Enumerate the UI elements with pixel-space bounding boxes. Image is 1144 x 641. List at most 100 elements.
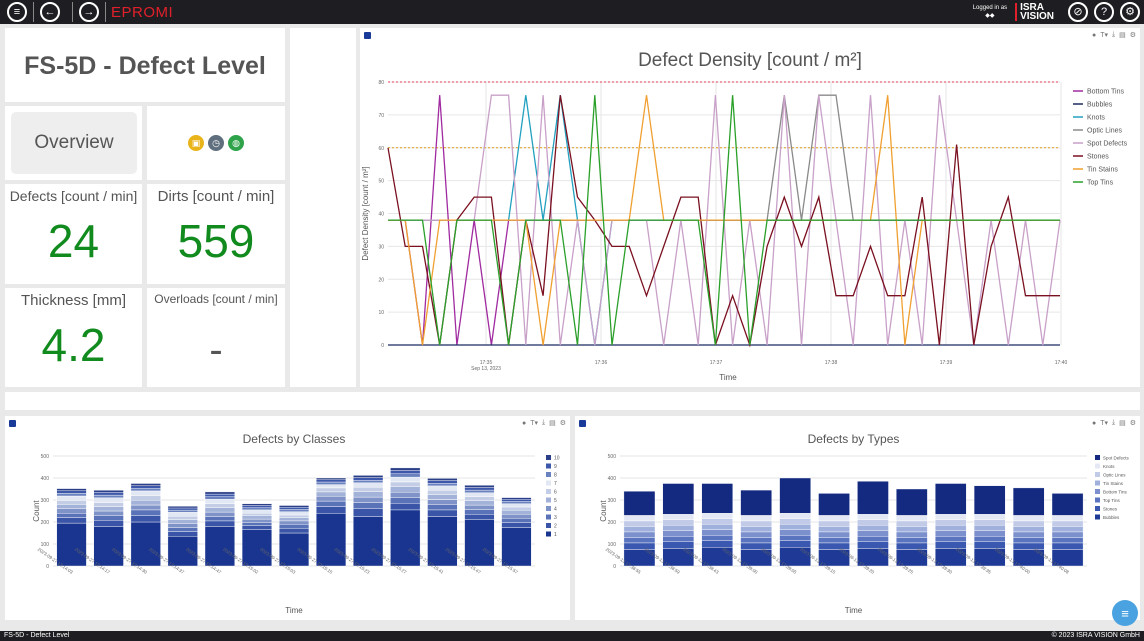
bar-segment: [779, 512, 811, 519]
floating-menu-button[interactable]: ≡: [1112, 600, 1138, 626]
bar-segment: [1051, 515, 1084, 522]
bar-segment: [353, 479, 384, 483]
bar-segment: [973, 514, 1006, 521]
bar-segment: [390, 476, 421, 483]
legend-label: Optic Lines: [1103, 473, 1126, 478]
forward-arrow-icon[interactable]: →: [79, 2, 99, 22]
bar-segment: [390, 470, 421, 474]
bar-segment: [896, 515, 928, 522]
legend-swatch: [1095, 472, 1100, 477]
bar-segment: [935, 536, 967, 543]
bar-segment: [167, 523, 198, 528]
legend-label: Spot Defects: [1087, 141, 1128, 148]
bar-segment: [167, 527, 198, 532]
y-tick-label: 300: [41, 498, 50, 504]
bar-segment: [896, 526, 928, 533]
bar-segment: [56, 508, 87, 514]
bar-segment: [390, 509, 421, 567]
y-tick-label: 40: [378, 212, 384, 218]
settings-icon[interactable]: ⚙: [1120, 2, 1140, 22]
x-tick-label: 17:36: [595, 360, 608, 366]
settings-icon[interactable]: ⚙: [1129, 420, 1136, 427]
legend-label: 5: [554, 498, 557, 504]
filter-icon[interactable]: T▾: [530, 420, 538, 427]
bar-segment: [427, 490, 458, 495]
x-tick-label: 17:38: [825, 360, 838, 366]
bar-segment: [427, 483, 458, 487]
table-icon[interactable]: ▤: [549, 420, 556, 427]
dot-icon[interactable]: ●: [1091, 419, 1097, 427]
bar-segment: [623, 515, 656, 522]
settings-icon[interactable]: ⚙: [1129, 32, 1136, 39]
globe-icon[interactable]: ◍: [228, 135, 244, 151]
bar-segment: [1051, 493, 1084, 516]
chart-toolbar: ● T▾ ⤓ ▤ ⚙: [1092, 31, 1136, 39]
status-icons-panel: ▣ ◷ ◍: [147, 106, 285, 180]
bar-segment: [390, 492, 421, 499]
settings-icon[interactable]: ⚙: [559, 420, 566, 427]
bar-segment: [241, 507, 273, 511]
table-icon[interactable]: ▤: [1119, 32, 1126, 39]
bar-segment: [56, 490, 87, 494]
y-tick-label: 30: [378, 244, 384, 250]
bar-segment: [130, 488, 161, 492]
divider: [33, 2, 34, 22]
clock-icon[interactable]: ◷: [208, 135, 224, 151]
x-tick-sublabel: Sep 13, 2023: [471, 366, 501, 372]
bar-segment: [241, 525, 273, 530]
filter-icon[interactable]: T▾: [1100, 420, 1108, 427]
bar-segment: [818, 531, 850, 538]
bar-segment: [167, 519, 198, 524]
bar-segment: [740, 515, 772, 522]
bar-segment: [818, 515, 850, 522]
bar-segment: [204, 520, 235, 527]
bar-segment: [501, 506, 532, 511]
back-arrow-icon[interactable]: ←: [40, 2, 60, 22]
y-tick-label: 0: [46, 564, 49, 570]
bar-segment: [1051, 531, 1084, 538]
filter-icon[interactable]: T▾: [1100, 32, 1108, 39]
menu-icon[interactable]: ≡: [7, 2, 27, 22]
bar-segment: [427, 478, 458, 481]
legend-swatch: [1095, 455, 1100, 460]
bar-segment: [93, 506, 124, 512]
bar-segment: [701, 534, 733, 541]
calendar-icon[interactable]: ▣: [188, 135, 204, 151]
legend-swatch: [546, 531, 551, 537]
bar-segment: [701, 512, 733, 519]
y-tick-label: 0: [381, 343, 384, 349]
login-info: Logged in as ◆◆: [973, 4, 1007, 20]
dot-icon[interactable]: ●: [521, 419, 527, 427]
legend-label: Bubbles: [1103, 515, 1120, 520]
bar-segment: [390, 473, 421, 478]
bar-segment: [973, 530, 1006, 537]
visibility-off-icon[interactable]: ⊘: [1068, 2, 1088, 22]
overview-panel: Overview: [5, 106, 142, 180]
legend-label: Stones: [1103, 507, 1118, 512]
bar-segment: [316, 496, 347, 502]
bar-segment: [316, 487, 347, 493]
bar-segment: [464, 514, 495, 521]
bar-segment: [204, 503, 235, 508]
download-icon[interactable]: ⤓: [541, 419, 546, 426]
bar-segment: [464, 519, 495, 567]
table-icon[interactable]: ▤: [1119, 420, 1126, 427]
bar-segment: [56, 493, 87, 497]
bar-segment: [241, 518, 273, 523]
bar-segment: [935, 519, 967, 526]
bar-segment: [56, 488, 87, 491]
bar-segment: [390, 503, 421, 511]
legend-swatch: [1095, 480, 1100, 486]
overview-button[interactable]: Overview: [11, 112, 137, 174]
bar-segment: [935, 514, 967, 521]
download-icon[interactable]: ⤓: [1111, 419, 1116, 426]
bar-segment: [464, 492, 495, 497]
y-tick-label: 100: [41, 542, 50, 548]
bar-segment: [427, 516, 458, 567]
dot-icon[interactable]: ●: [1091, 31, 1097, 39]
download-icon[interactable]: ⤓: [1111, 31, 1116, 38]
panel-corner-icon: [364, 32, 371, 39]
legend-label: 4: [554, 507, 557, 513]
help-icon[interactable]: ?: [1094, 2, 1114, 22]
bar-segment: [662, 541, 695, 549]
